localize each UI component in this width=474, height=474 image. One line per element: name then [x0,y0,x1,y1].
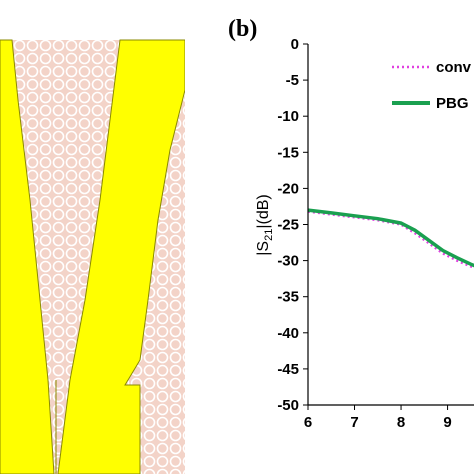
y-tick-label: -5 [286,72,299,89]
y-tick-label: -35 [277,289,299,306]
x-tick-label: 6 [304,414,312,431]
ylabel-main: |S [255,241,272,256]
y-tick-label: -45 [277,361,299,378]
legend-label-conv: conv [436,59,472,76]
y-axis-title: |S21|(dB) [255,194,275,255]
x-tick-group: 6 7 8 9 [304,405,452,431]
y-tick-label: -10 [277,108,299,125]
svg-text:|S21|(dB): |S21|(dB) [255,194,275,255]
y-tick-label: -40 [277,325,299,342]
y-tick-label: 0 [291,36,299,53]
x-tick-label: 9 [443,414,451,431]
antenna-layout-panel [0,39,185,474]
right-metal-arm [57,39,185,474]
legend-label-pbg: PBG [436,95,469,112]
panel-label: (b) [228,16,257,42]
y-tick-group: 0 -5 -10 -15 -20 -25 -30 -35 -40 -45 -50 [277,36,308,414]
left-metal-arm [0,39,55,474]
y-tick-label: -50 [277,397,299,414]
x-tick-label: 8 [397,414,405,431]
ylabel-subscript: 21 [263,229,275,241]
ylabel-rest: |(dB) [255,194,272,228]
series-group [307,208,474,270]
s21-chart-panel: (b) |S21|(dB) 0 -5 -10 -15 -20 -25 -30 -35 -40 -4… [228,16,474,431]
legend: conv PBG [392,59,472,112]
y-tick-label: -30 [277,253,299,270]
y-tick-label: -25 [277,217,299,234]
y-tick-label: -15 [277,144,299,161]
y-tick-label: -20 [277,180,299,197]
x-tick-label: 7 [350,414,358,431]
series-line-pbg [307,208,474,268]
